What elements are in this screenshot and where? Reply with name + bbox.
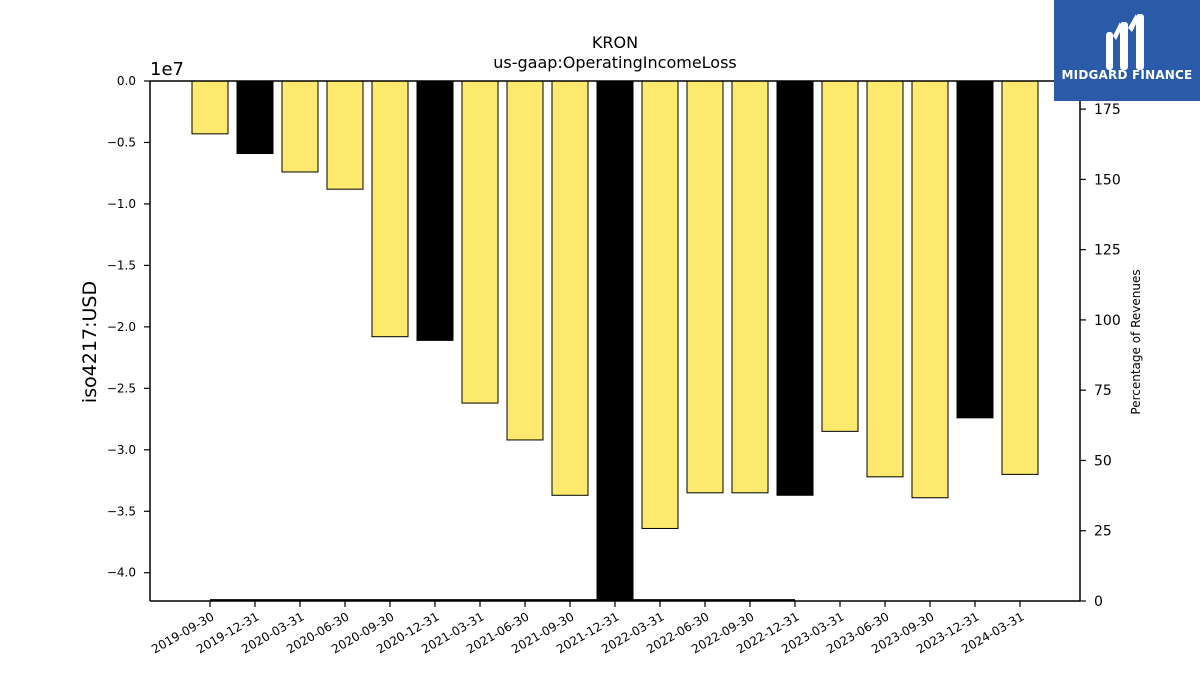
bar <box>956 80 994 419</box>
y-tick-label: 0.0 <box>117 74 136 88</box>
bar <box>506 80 544 441</box>
bar <box>281 80 319 173</box>
chart-title: KRON <box>592 33 638 52</box>
y-right-tick-label: 0 <box>1094 594 1103 610</box>
y-tick-label: −4.0 <box>107 566 136 580</box>
y-axis-offset-label: 1e7 <box>150 59 184 80</box>
bar <box>461 80 499 404</box>
bar <box>551 80 589 496</box>
bar <box>236 80 274 155</box>
bar <box>641 80 679 529</box>
bar <box>776 80 814 496</box>
bar <box>911 80 949 499</box>
y-right-tick-label: 100 <box>1094 313 1121 329</box>
y-right-tick-label: 50 <box>1094 453 1112 469</box>
y-right-tick-label: 150 <box>1094 172 1121 188</box>
bar <box>686 80 724 494</box>
y-tick-label: −1.5 <box>107 258 136 272</box>
bar <box>866 80 904 478</box>
bar <box>1001 80 1039 475</box>
bar <box>821 80 859 432</box>
y-axis-right-label: Percentage of Revenues <box>1129 269 1143 414</box>
bar <box>731 80 769 494</box>
bar <box>326 80 364 190</box>
bars-group <box>191 80 1039 602</box>
midgard-finance-logo: MIDGARD FINANCE <box>1054 0 1200 101</box>
bar <box>596 80 634 602</box>
y-right-tick-label: 75 <box>1094 383 1112 399</box>
y-right-tick-label: 175 <box>1094 102 1121 118</box>
y-tick-label: −2.0 <box>107 320 136 334</box>
y-right-tick-label: 125 <box>1094 243 1121 259</box>
bar <box>191 80 229 135</box>
y-tick-label: −0.5 <box>107 135 136 149</box>
midgard-logo-icon <box>1106 14 1144 70</box>
y-right-tick-label: 25 <box>1094 524 1112 540</box>
logo-text: MIDGARD FINANCE <box>1061 68 1193 82</box>
bar <box>416 80 454 341</box>
bar <box>371 80 409 338</box>
y-tick-label: −1.0 <box>107 197 136 211</box>
y-tick-label: −2.5 <box>107 381 136 395</box>
y-tick-label: −3.5 <box>107 504 136 518</box>
y-axis-label: iso4217:USD <box>79 281 101 403</box>
chart-subtitle: us-gaap:OperatingIncomeLoss <box>493 53 737 72</box>
y-tick-label: −3.0 <box>107 443 136 457</box>
